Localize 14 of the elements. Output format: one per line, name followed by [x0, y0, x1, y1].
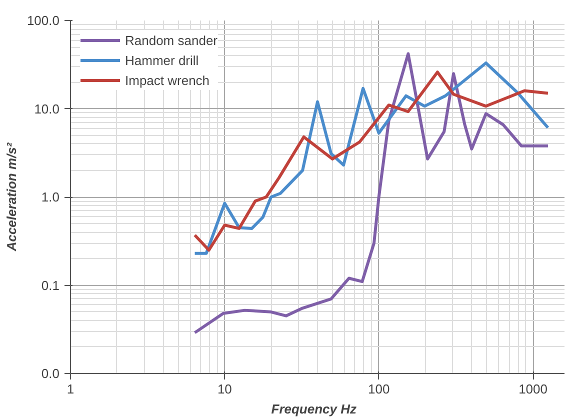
- x-axis-title: Frequency Hz: [271, 402, 358, 416]
- y-tick-label: 0.0: [41, 366, 60, 381]
- legend-label: Hammer drill: [125, 52, 199, 68]
- y-tick-label: 0.1: [41, 278, 60, 293]
- y-tick-label: 1.0: [41, 190, 60, 204]
- x-tick-label: 1000: [518, 382, 548, 396]
- x-tick-label: 100: [368, 382, 390, 396]
- legend-label: Random sander: [125, 32, 218, 48]
- y-tick-label: 10.0: [34, 101, 60, 116]
- x-tick-label: 1: [66, 382, 74, 396]
- y-tick-label: 100.0: [26, 13, 60, 28]
- x-tick-label: 10: [217, 382, 232, 396]
- y-axis-title: Acceleration m/s²: [4, 142, 19, 252]
- legend-label: Impact wrench: [125, 72, 210, 88]
